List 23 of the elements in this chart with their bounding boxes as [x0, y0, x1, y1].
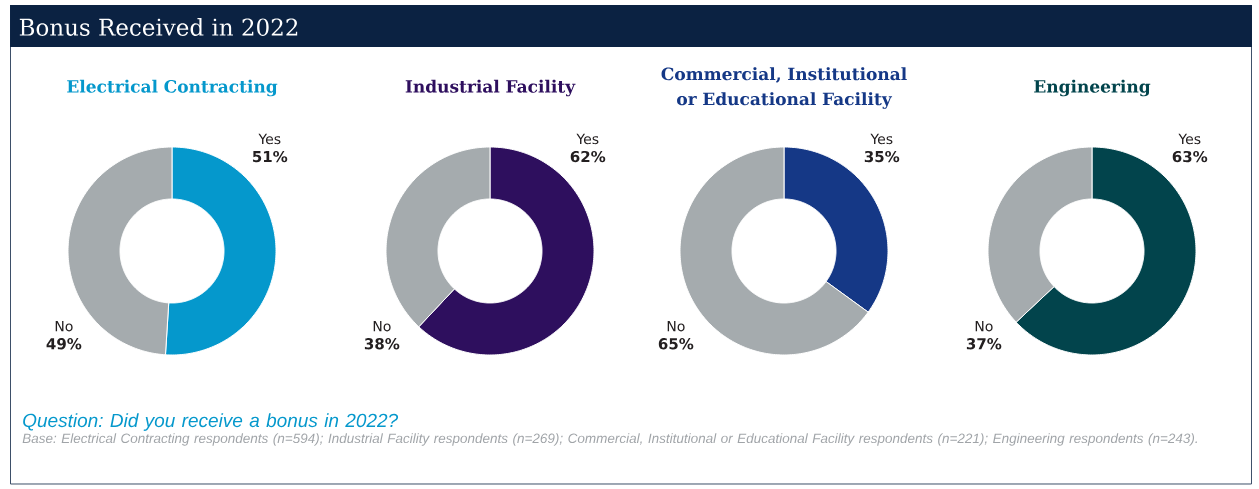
slice-label: No: [667, 321, 685, 332]
chart-title: Electrical Contracting: [67, 79, 278, 97]
slice-label: Yes: [870, 133, 893, 145]
slice-label: Yes: [576, 133, 599, 145]
data-label: 37%: [966, 338, 1002, 350]
chart-title: Industrial Facility: [405, 79, 576, 97]
text: Question: Did you receive a bonus in 2022?: [23, 413, 399, 431]
text: Bonus Received in 2022: [19, 18, 298, 36]
data-label: 38%: [364, 338, 400, 350]
data-label: 62%: [570, 150, 606, 163]
slice-label: No: [55, 321, 73, 332]
data-label: 65%: [658, 338, 694, 350]
data-label: 35%: [864, 150, 900, 163]
data-label: 49%: [46, 338, 82, 350]
slice-label: No: [975, 321, 993, 332]
slice-label: Yes: [258, 133, 281, 145]
slice-label: Yes: [1178, 133, 1201, 145]
data-label: 63%: [1172, 150, 1208, 163]
chart-title: Engineering: [1034, 79, 1151, 97]
data-label: 51%: [252, 150, 288, 163]
chart-title: Commercial, Institutional or Educational Facility: [661, 67, 907, 109]
text: Base: Electrical Contracting respondents (n=594); Industrial Facility respondents (n=269); Commercial, Institutional or Educational Facility respondents (n=221); Engineering respondents (n=243).: [22, 433, 1197, 446]
slice-label: No: [373, 321, 391, 332]
